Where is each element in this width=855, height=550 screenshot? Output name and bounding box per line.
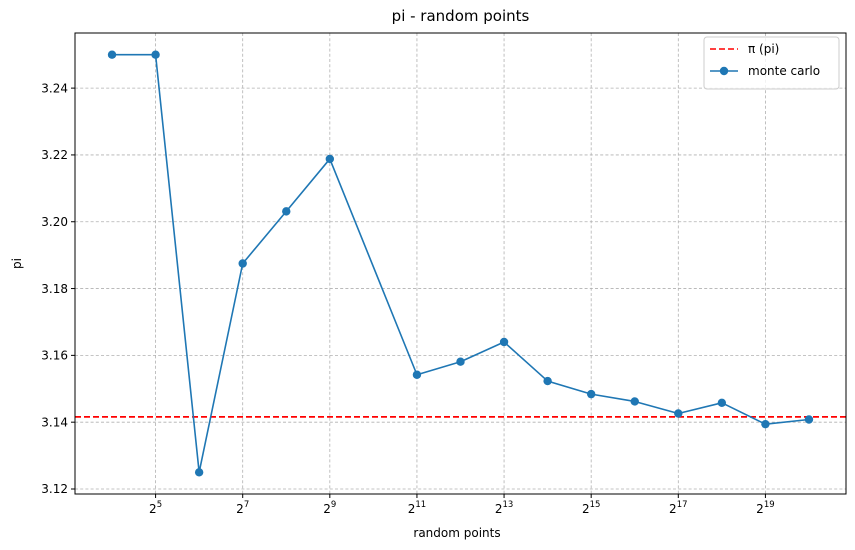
data-point [456, 357, 465, 366]
data-point [412, 370, 422, 379]
data-point [107, 50, 117, 59]
data-point [238, 259, 247, 268]
y-tick-label: 3.14 [41, 415, 68, 429]
series-line [112, 53, 810, 474]
x-tick-label: 29 [323, 500, 336, 516]
legend-reference-label: π (pi) [748, 42, 779, 56]
data-point [804, 415, 814, 424]
data-point [194, 468, 204, 477]
data-point [586, 389, 596, 399]
data-point [325, 154, 335, 164]
grid [75, 33, 846, 494]
y-tick-label: 3.16 [41, 349, 68, 363]
x-axis-ticks: 25 27 29 211 213 215 217 219 [149, 494, 775, 516]
y-axis-label: pi [10, 258, 24, 269]
data-point [282, 207, 291, 216]
x-tick-label: 25 [149, 500, 162, 516]
y-axis-ticks: 3.12 3.14 3.16 3.18 3.20 3.22 3.24 [41, 81, 75, 496]
y-tick-label: 3.12 [41, 482, 68, 496]
x-tick-label: 27 [236, 500, 249, 516]
data-point [499, 337, 509, 347]
series-layer [107, 50, 814, 477]
x-axis-label: random points [413, 526, 500, 540]
x-tick-label: 219 [756, 500, 774, 516]
data-point [674, 409, 683, 418]
legend-series-marker [719, 66, 729, 76]
y-tick-label: 3.24 [41, 81, 68, 95]
data-point [761, 419, 770, 429]
x-tick-label: 213 [495, 500, 513, 516]
y-tick-label: 3.20 [41, 215, 68, 229]
data-point [151, 50, 160, 59]
data-point [630, 397, 639, 406]
x-tick-label: 217 [669, 500, 687, 516]
x-tick-label: 215 [582, 500, 600, 516]
y-tick-label: 3.18 [41, 282, 68, 296]
chart-title: pi - random points [392, 7, 530, 25]
y-tick-label: 3.22 [41, 148, 68, 162]
data-point [717, 398, 727, 408]
x-tick-label: 211 [408, 500, 426, 516]
legend-series-label: monte carlo [748, 64, 820, 78]
data-point [543, 376, 552, 386]
legend-box [703, 36, 840, 90]
plot-frame [74, 32, 847, 495]
legend: π (pi) monte carlo [703, 36, 840, 90]
